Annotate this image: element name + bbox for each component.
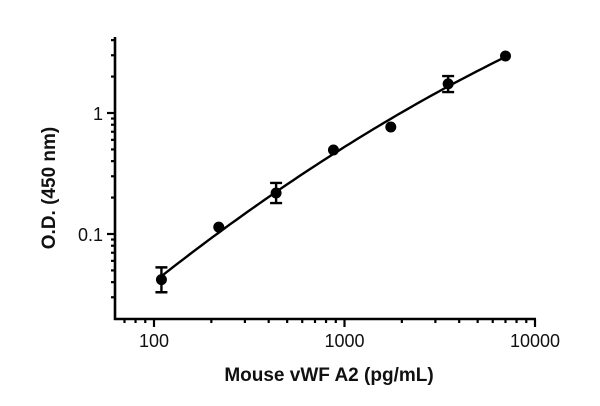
x-axis: 100 1000 10000 (114, 317, 560, 351)
data-point (270, 187, 282, 199)
x-tick-label: 1000 (324, 331, 364, 351)
y-tick-label: 1 (93, 104, 103, 124)
y-axis: 0.11 (78, 36, 117, 320)
y-axis-title: O.D. (450 nm) (39, 127, 60, 249)
data-point (499, 50, 511, 62)
data-point (155, 274, 167, 286)
y-tick-label: 0.1 (78, 225, 103, 245)
data-points (155, 50, 511, 294)
x-tick-label: 10000 (510, 331, 560, 351)
data-point (213, 221, 225, 233)
x-tick-label: 100 (139, 331, 169, 351)
data-point (385, 121, 397, 133)
data-point (327, 144, 339, 156)
fit-curve (160, 55, 507, 278)
data-point (442, 78, 454, 90)
x-axis-title: Mouse vWF A2 (pg/mL) (224, 365, 433, 386)
